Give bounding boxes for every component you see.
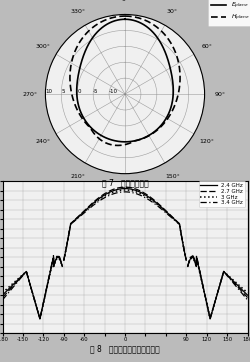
Line: 3.4 GHz: 3.4 GHz [2,192,248,319]
$H_{plane}$ [134,139,136,143]
3 GHz [194,262,197,266]
Text: 图 7   天线的方向图: 图 7 天线的方向图 [102,178,148,187]
$E_{plane}$ [124,140,126,144]
2.4 GHz [239,286,242,290]
Line: $H_{plane}$: $H_{plane}$ [70,16,180,146]
3 GHz [239,284,242,289]
Line: 2.7 GHz: 2.7 GHz [2,187,248,319]
$E_{plane}$ [171,81,174,85]
3.4 GHz [246,298,249,302]
$E_{plane}$ [124,17,126,21]
2.7 GHz [239,288,242,292]
2.4 GHz [114,188,117,192]
2.7 GHz [246,295,249,300]
3 GHz [114,189,117,194]
$H_{plane}$ [124,14,126,18]
Legend: 2.4 GHz, 2.7 GHz, 3 GHz, 3.4 GHz: 2.4 GHz, 2.7 GHz, 3 GHz, 3.4 GHz [198,181,245,207]
3.4 GHz [239,289,242,294]
3 GHz [239,284,242,289]
2.7 GHz [114,186,117,191]
2.7 GHz [14,282,16,286]
$E_{plane}$ [170,101,173,105]
3 GHz [1,291,4,295]
Line: 3 GHz: 3 GHz [2,190,248,319]
2.4 GHz [194,261,197,266]
2.4 GHz [239,286,242,290]
3.4 GHz [239,289,242,294]
$E_{plane}$ [90,126,93,131]
3 GHz [246,291,249,295]
2.7 GHz [194,261,197,265]
$E_{plane}$ [124,17,126,21]
3 GHz [14,279,16,284]
2.7 GHz [120,185,123,189]
$H_{plane}$ [174,101,177,106]
$H_{plane}$ [123,14,126,18]
$H_{plane}$ [84,33,86,37]
Line: 2.4 GHz: 2.4 GHz [2,189,248,319]
3 GHz [120,188,123,192]
2.4 GHz [120,186,123,191]
3.4 GHz [194,261,197,265]
$H_{plane}$ [93,131,96,136]
3.4 GHz [14,283,16,287]
$H_{plane}$ [90,127,92,131]
$H_{plane}$ [178,79,182,84]
$E_{plane}$ [123,17,126,21]
Text: 图 8   天线在一个频点的方向图: 图 8 天线在一个频点的方向图 [90,345,160,354]
$H_{plane}$ [124,14,126,18]
$E_{plane}$ [88,40,91,44]
2.4 GHz [14,281,16,285]
Line: $E_{plane}$: $E_{plane}$ [77,19,173,142]
2.7 GHz [1,295,4,300]
3.4 GHz [114,191,117,195]
2.4 GHz [246,293,249,297]
3.4 GHz [120,190,123,194]
$E_{plane}$ [94,130,97,134]
2.4 GHz [1,293,4,297]
Legend: $E_{plane}$, $H_{plane}$: $E_{plane}$, $H_{plane}$ [208,0,250,26]
3.4 GHz [1,298,4,302]
2.7 GHz [239,287,242,292]
